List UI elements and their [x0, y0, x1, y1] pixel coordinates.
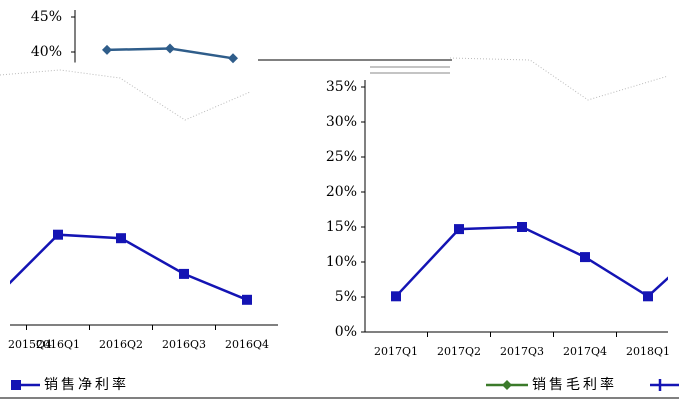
- series-group: [10, 229, 252, 305]
- series-line: [10, 233, 248, 301]
- point: [242, 294, 252, 305]
- y-tick-label: 10%: [326, 254, 357, 270]
- faint-line: [449, 57, 669, 101]
- point: [116, 233, 126, 244]
- legend-label: 销售毛利率: [532, 376, 617, 393]
- y-tick-label: 25%: [326, 149, 357, 165]
- point: [502, 380, 512, 390]
- x-tick-label: 2015Q4: [8, 338, 52, 351]
- x-tick-label: 2017Q3: [500, 345, 544, 358]
- point: [102, 44, 112, 55]
- series-line: [395, 225, 668, 298]
- y-tick-label: 5%: [335, 289, 357, 305]
- point: [228, 53, 238, 64]
- point: [391, 291, 401, 302]
- series-group: [102, 43, 238, 64]
- point: [179, 268, 189, 279]
- y-tick-label: 20%: [326, 184, 357, 200]
- point: [11, 380, 21, 390]
- x-tick-label: 2016Q1: [36, 338, 80, 351]
- x-tick-label: 2017Q1: [374, 345, 418, 358]
- faint-line: [0, 69, 251, 121]
- x-tick-label: 2018Q1: [626, 345, 670, 358]
- point: [53, 229, 63, 240]
- x-tick-label: 2017Q4: [563, 345, 607, 358]
- x-tick-label: 2017Q2: [437, 345, 481, 358]
- x-tick-label: 2016Q3: [162, 338, 206, 351]
- point: [454, 224, 464, 235]
- y-tick-label: 15%: [326, 219, 357, 235]
- point: [580, 252, 590, 263]
- y-tick-label: 35%: [326, 79, 357, 95]
- y-tick-label: 45%: [31, 9, 62, 25]
- x-tick-label: 2016Q4: [225, 338, 269, 351]
- y-tick-label: 0%: [335, 324, 357, 340]
- point: [517, 222, 527, 232]
- point: [643, 291, 653, 302]
- series-group: [391, 222, 668, 302]
- y-tick-label: 40%: [31, 44, 62, 60]
- x-tick-label: 2016Q2: [99, 338, 143, 351]
- legend-label: 销售净利率: [44, 376, 129, 393]
- y-tick-label: 30%: [326, 114, 357, 130]
- point: [165, 43, 175, 54]
